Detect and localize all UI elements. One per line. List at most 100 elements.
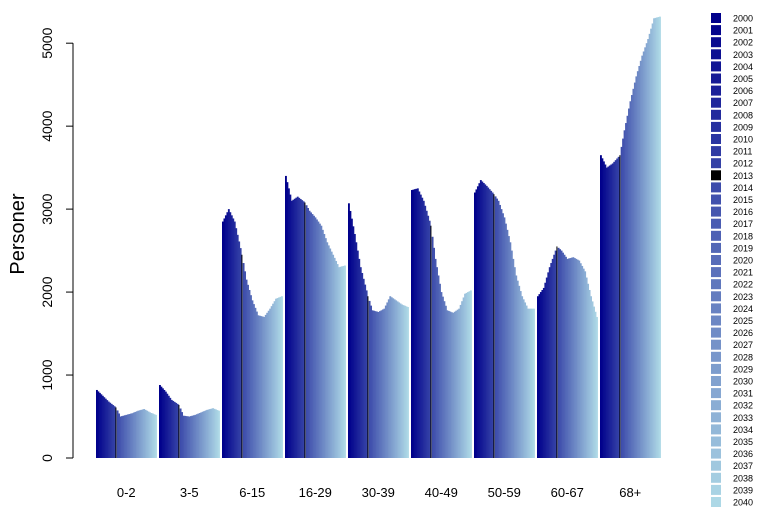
bar xyxy=(110,403,113,458)
bar xyxy=(197,413,200,458)
legend-item: 2030 xyxy=(711,376,753,387)
bar xyxy=(376,311,378,458)
bar xyxy=(404,305,406,458)
bar xyxy=(128,414,131,458)
bar xyxy=(341,266,343,458)
bar xyxy=(587,283,590,458)
bar xyxy=(159,384,161,458)
bar xyxy=(584,271,587,458)
bar xyxy=(207,409,210,458)
bar xyxy=(290,200,293,458)
bar xyxy=(630,95,633,458)
bar xyxy=(443,301,446,458)
bar xyxy=(299,198,302,458)
legend-item: 2001 xyxy=(711,25,753,36)
bar xyxy=(399,303,402,458)
bar xyxy=(611,163,614,458)
legend-swatch xyxy=(711,376,721,386)
bar xyxy=(418,191,421,458)
bar xyxy=(509,242,512,458)
bar xyxy=(96,389,98,458)
bar xyxy=(212,408,214,458)
bar xyxy=(458,308,461,458)
bar xyxy=(493,194,495,458)
bar xyxy=(222,221,224,458)
legend-item: 2021 xyxy=(711,267,753,278)
bar xyxy=(600,155,602,458)
legend-label: 2002 xyxy=(733,38,753,48)
bar xyxy=(544,282,547,458)
bar xyxy=(182,415,185,458)
bar xyxy=(531,308,534,458)
bar xyxy=(307,208,310,458)
legend-item: 2010 xyxy=(711,134,753,145)
bar xyxy=(507,236,510,458)
bar xyxy=(338,267,340,458)
bar-group-16-29 xyxy=(285,175,346,459)
bar xyxy=(310,212,312,458)
legend-label: 2019 xyxy=(733,243,753,253)
bar xyxy=(465,292,468,458)
legend-swatch xyxy=(711,73,721,84)
bar xyxy=(167,395,170,458)
bar xyxy=(192,415,195,458)
legend-swatch xyxy=(711,158,721,169)
bar xyxy=(659,16,661,459)
bar xyxy=(452,312,455,458)
x-tick-label: 6-15 xyxy=(239,485,265,500)
bar xyxy=(292,199,295,458)
legend-item: 2038 xyxy=(711,472,753,483)
bar xyxy=(398,302,401,458)
bar xyxy=(512,258,515,458)
bar xyxy=(446,310,449,458)
bar xyxy=(487,187,490,458)
legend-label: 2035 xyxy=(733,437,753,447)
bar xyxy=(373,310,375,458)
bar xyxy=(506,229,509,458)
bar xyxy=(184,415,186,458)
bar xyxy=(433,247,436,458)
legend-swatch xyxy=(711,448,721,459)
legend-swatch xyxy=(711,303,721,314)
bar xyxy=(570,257,573,458)
bar xyxy=(488,189,491,458)
legend-swatch xyxy=(711,182,721,193)
bar xyxy=(267,310,270,458)
bar xyxy=(298,197,301,458)
legend-swatch xyxy=(711,109,721,120)
y-tick-label: 1000 xyxy=(39,359,55,390)
x-tick-label: 0-2 xyxy=(117,485,136,500)
bar xyxy=(169,397,172,458)
legend-label: 2030 xyxy=(733,377,753,387)
bar-groups xyxy=(96,16,661,459)
bar xyxy=(226,212,229,458)
legend-item: 2040 xyxy=(711,497,753,508)
legend-label: 2010 xyxy=(733,135,753,145)
bar xyxy=(622,138,625,458)
bar xyxy=(657,17,660,459)
legend-label: 2037 xyxy=(733,461,753,471)
legend-swatch xyxy=(711,194,721,205)
bar xyxy=(608,165,611,459)
bar xyxy=(305,205,308,458)
bar xyxy=(648,33,651,458)
bar xyxy=(272,303,275,458)
bar xyxy=(126,414,129,458)
bar xyxy=(395,300,398,458)
bar xyxy=(525,305,528,458)
bar xyxy=(152,413,154,458)
bar xyxy=(392,298,395,458)
legend-item: 2028 xyxy=(711,351,753,362)
bar xyxy=(238,241,241,458)
legend-item: 2034 xyxy=(711,424,753,435)
legend-label: 2014 xyxy=(733,183,753,193)
bar xyxy=(248,290,251,458)
bar xyxy=(355,242,358,458)
bar xyxy=(462,297,465,458)
bar xyxy=(605,167,608,458)
bar xyxy=(416,188,419,459)
bar xyxy=(370,305,373,458)
bar xyxy=(287,188,290,459)
bar xyxy=(374,311,377,458)
bar xyxy=(638,66,641,458)
